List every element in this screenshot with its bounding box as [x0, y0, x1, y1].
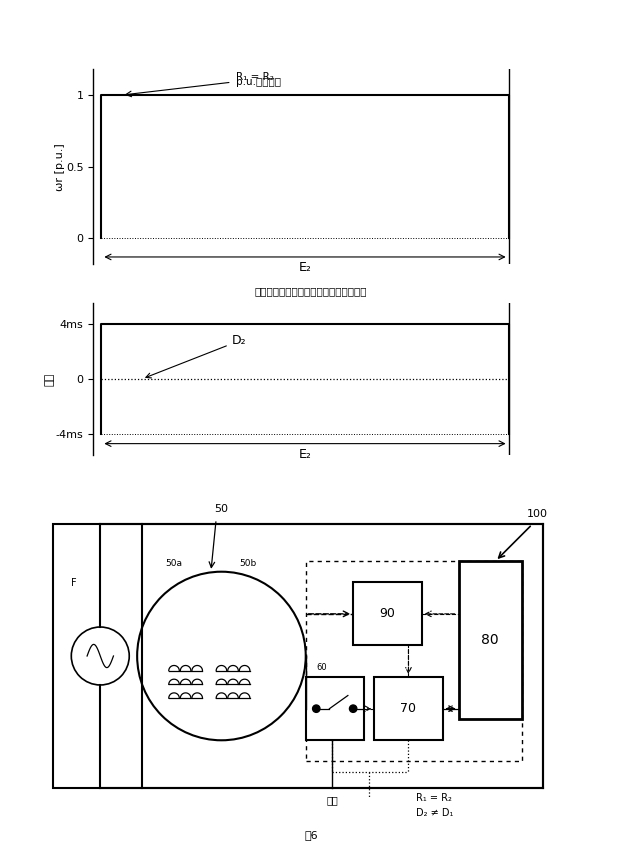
Text: 開放: 開放 — [326, 796, 338, 805]
Text: D₂ ≠ D₁: D₂ ≠ D₁ — [416, 808, 453, 818]
Text: 80: 80 — [481, 633, 499, 647]
Text: F: F — [71, 578, 77, 587]
Text: p.u.での回転: p.u.での回転 — [236, 77, 281, 87]
Text: 100: 100 — [527, 509, 548, 519]
Bar — [306, 561, 522, 761]
Text: 始動巻線内の入力電圧と電流の間の位相: 始動巻線内の入力電圧と電流の間の位相 — [255, 286, 367, 296]
Text: E₂: E₂ — [299, 449, 312, 462]
Text: D₂: D₂ — [146, 334, 246, 378]
Text: 70: 70 — [401, 702, 417, 715]
Circle shape — [350, 705, 357, 713]
Bar — [53, 524, 543, 788]
Bar — [374, 677, 443, 740]
Bar — [353, 582, 422, 645]
Bar — [306, 677, 364, 740]
Y-axis label: ωr [p.u.]: ωr [p.u.] — [55, 143, 65, 191]
Text: R₁ = R₂: R₁ = R₂ — [236, 72, 274, 82]
Text: 60: 60 — [316, 662, 327, 672]
Text: 50: 50 — [215, 504, 228, 514]
Bar — [458, 561, 522, 719]
Text: 50a: 50a — [165, 559, 182, 568]
Text: 50b: 50b — [239, 559, 256, 568]
Text: R₁ = R₂: R₁ = R₂ — [416, 793, 452, 803]
Text: 90: 90 — [379, 607, 396, 620]
Circle shape — [313, 705, 320, 713]
Text: E₂: E₂ — [299, 262, 312, 275]
Text: 囶6: 囶6 — [304, 830, 318, 840]
Y-axis label: 位相: 位相 — [44, 372, 55, 385]
